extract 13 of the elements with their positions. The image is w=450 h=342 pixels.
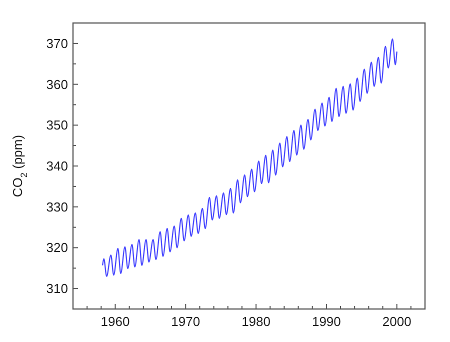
line-series [102,38,398,277]
y-tick-label: 370 [46,36,68,51]
y-tick-label: 320 [46,240,68,256]
x-tick-label: 1960 [100,314,130,329]
y-tick-label: 340 [46,158,68,174]
y-tick-label: 330 [46,199,68,214]
x-tick-label: 2000 [382,314,412,329]
x-tick-label: 1980 [242,314,270,329]
x-tick-label: 1970 [171,314,200,329]
x-tick-label: 1990 [312,314,341,329]
y-tick-label: 360 [46,76,68,92]
y-tick-label: 310 [46,281,68,296]
y-tick-label: 350 [46,118,68,133]
